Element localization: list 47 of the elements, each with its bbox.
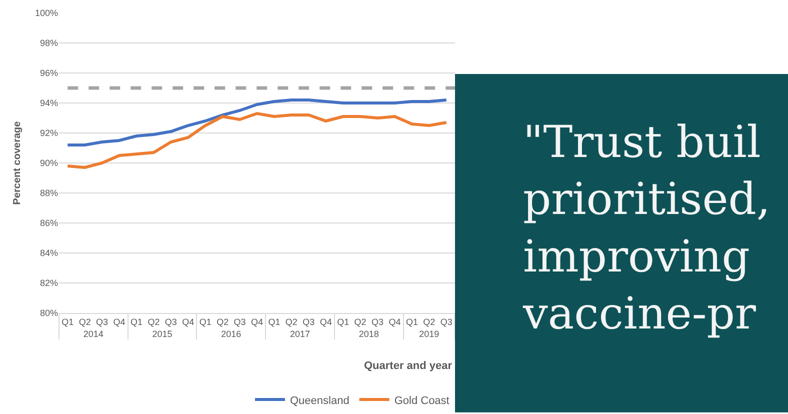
x-tick-label: Q1: [268, 316, 280, 327]
line-series: [66, 112, 448, 169]
x-tick-label: Q3: [372, 316, 384, 327]
legend-label: Gold Coast: [394, 394, 450, 407]
y-tick-label: 82%: [40, 278, 58, 288]
x-tick-label: Q3: [96, 316, 108, 327]
x-tick-label: Q3: [302, 316, 315, 327]
x-tick-label: Q4: [113, 316, 126, 327]
text: 2017: [290, 328, 310, 339]
x-axis-title: Quarter and year: [364, 360, 453, 372]
y-tick-label: 86%: [40, 218, 58, 228]
line-series: [66, 98, 448, 146]
text: 2015: [152, 328, 172, 339]
x-tick-label: Q2: [285, 316, 298, 327]
text: 2019: [419, 328, 440, 339]
text: 2014: [83, 328, 104, 339]
y-tick-label: 92%: [40, 128, 58, 138]
y-tick-label: 100%: [34, 8, 58, 18]
x-tick-label: Q3: [440, 316, 452, 327]
x-tick-label: Q4: [250, 316, 264, 327]
y-tick-label: 84%: [40, 248, 58, 258]
x-tick-label: Q2: [423, 316, 436, 327]
x-tick-label: Q1: [62, 316, 74, 327]
y-tick-label: 96%: [40, 68, 58, 78]
legend-label: Queensland: [290, 394, 350, 407]
text: 2018: [358, 328, 379, 339]
x-tick-label: Q3: [234, 316, 246, 327]
x-tick-label: Q1: [406, 316, 418, 327]
y-axis-title: Percent coverage: [12, 120, 23, 205]
x-tick-label: Q2: [216, 316, 229, 327]
x-tick-label: Q1: [199, 316, 212, 327]
x-tick-label: Q3: [164, 316, 177, 327]
y-tick-label: 98%: [40, 38, 58, 48]
x-tick-label: Q1: [130, 316, 142, 327]
y-tick-label: 80%: [40, 308, 58, 318]
y-tick-label: 88%: [40, 188, 58, 198]
x-tick-label: Q2: [354, 316, 366, 327]
x-tick-label: Q4: [320, 316, 332, 327]
x-tick-label: Q1: [337, 316, 350, 327]
y-tick-label: 90%: [40, 158, 58, 168]
text: 2016: [221, 328, 242, 339]
x-tick-label: Q4: [388, 316, 401, 327]
x-tick-label: Q4: [182, 316, 194, 327]
text: "Trust buil prioritised, improving vaccine-pr: [522, 117, 770, 340]
x-tick-label: Q2: [148, 316, 160, 327]
x-tick-label: Q2: [78, 316, 91, 327]
y-tick-label: 94%: [40, 98, 58, 108]
